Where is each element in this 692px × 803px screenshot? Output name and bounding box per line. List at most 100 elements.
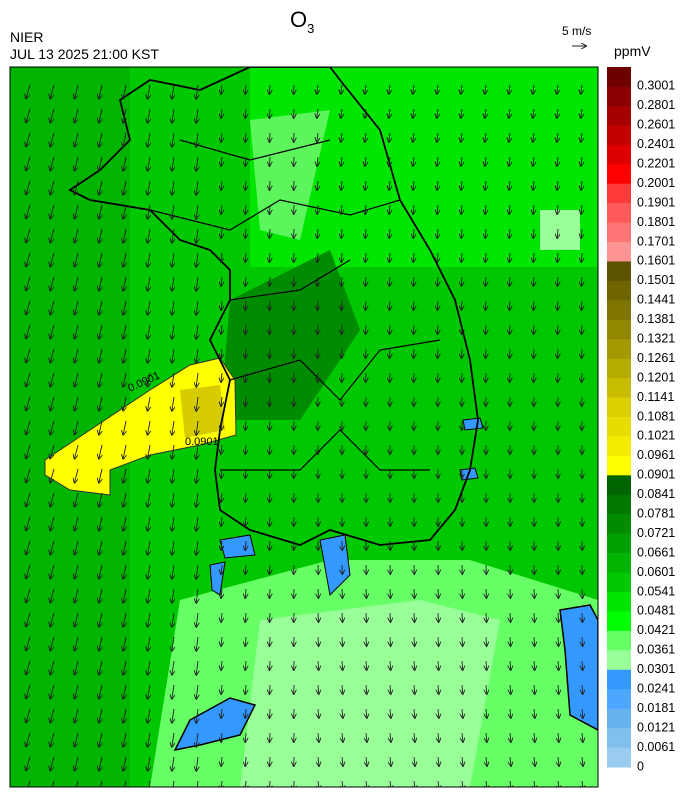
wind-arrow: [390, 637, 391, 646]
colorbar-swatch: [607, 281, 631, 301]
colorbar-swatch: [607, 689, 631, 709]
colorbar-label: 0.1441: [637, 293, 675, 307]
colorbar-label: 0.0961: [637, 448, 675, 462]
colorbar-swatch: [607, 398, 631, 418]
wind-arrow: [485, 301, 486, 310]
colorbar-swatch: [607, 573, 631, 593]
wind-arrow: [317, 301, 318, 310]
colorbar-label: 0.2001: [637, 176, 675, 190]
colorbar-label: 0.1081: [637, 409, 675, 423]
colorbar-swatch: [607, 359, 631, 379]
wind-arrow: [534, 637, 535, 646]
colorbar-swatch: [607, 242, 631, 262]
wind-arrow: [269, 709, 270, 718]
colorbar-label: 0.0241: [637, 682, 675, 696]
colorbar-swatch: [607, 203, 631, 223]
colorbar-swatch: [607, 475, 631, 495]
colorbar-swatch: [607, 125, 631, 145]
colorbar-swatch: [607, 534, 631, 554]
colorbar-swatch: [607, 611, 631, 631]
wind-arrow: [269, 181, 270, 190]
colorbar-label: 0.0481: [637, 604, 675, 618]
colorbar-label: 0.0781: [637, 507, 675, 521]
wind-arrow: [269, 685, 270, 694]
wind-arrow: [269, 541, 270, 550]
colorbar-swatch: [607, 223, 631, 243]
colorbar-swatch: [607, 495, 631, 515]
wind-arrow: [437, 301, 438, 310]
wind-arrow: [269, 637, 270, 646]
colorbar-swatch: [607, 436, 631, 456]
wind-arrow: [269, 157, 270, 166]
wind-arrow: [269, 613, 270, 622]
colorbar-label: 0.1901: [637, 195, 675, 209]
wind-arrow: [269, 469, 270, 478]
colorbar-label: 0.1141: [637, 390, 674, 404]
wind-arrow: [269, 661, 270, 670]
colorbar-swatch: [607, 339, 631, 359]
wind-arrow: [438, 637, 439, 646]
colorbar-swatch: [607, 650, 631, 670]
colorbar-swatch: [607, 145, 631, 165]
colorbar-label: 0.0661: [637, 545, 675, 559]
agency: NIER: [10, 29, 43, 45]
colorbar-label: 0.0361: [637, 643, 675, 657]
wind-arrow: [269, 301, 270, 310]
wind-arrow: [414, 637, 415, 646]
wind-arrow: [269, 325, 270, 334]
colorbar-label: 0.3001: [637, 79, 675, 93]
wind-arrow: [269, 253, 270, 262]
wind-arrow: [269, 517, 270, 526]
wind-arrow: [269, 205, 270, 214]
wind-arrow: [269, 781, 270, 790]
colorbar-label: 0: [637, 759, 644, 773]
wind-arrow: [461, 301, 462, 310]
colorbar-swatch: [607, 67, 631, 87]
title-main: O: [290, 7, 307, 32]
colorbar-swatch: [607, 261, 631, 281]
wind-arrow: [342, 637, 343, 646]
colorbar-swatch: [607, 709, 631, 729]
wind-arrow: [269, 445, 270, 454]
colorbar-swatch: [607, 748, 631, 768]
colorbar: 0.30010.28010.26010.24010.22010.20010.19…: [607, 67, 675, 773]
colorbar-swatch: [607, 670, 631, 690]
colorbar-swatch: [607, 106, 631, 126]
title: O3: [290, 7, 314, 36]
colorbar-label: 0.0541: [637, 584, 675, 598]
wind-arrow: [269, 757, 270, 766]
wind-arrow: [486, 637, 487, 646]
wind-arrow: [269, 397, 270, 406]
colorbar-label: 0.2201: [637, 157, 675, 171]
colorbar-swatch: [607, 456, 631, 476]
contour-label: 0.0901: [185, 436, 219, 448]
wind-arrow: [269, 229, 270, 238]
colorbar-swatch: [607, 553, 631, 573]
colorbar-label: 0.1381: [637, 312, 675, 326]
wind-arrow: [269, 373, 270, 382]
wind-arrow: [509, 301, 510, 310]
colorbar-label: 0.1701: [637, 234, 675, 248]
colorbar-swatch: [607, 378, 631, 398]
colorbar-label: 0.0601: [637, 565, 675, 579]
colorbar-label: 0.0301: [637, 662, 675, 676]
wind-arrow: [462, 637, 463, 646]
wind-arrow: [558, 637, 559, 646]
wind-arrow: [269, 133, 270, 142]
colorbar-label: 0.0721: [637, 526, 675, 540]
colorbar-swatch: [607, 164, 631, 184]
colorbar-label: 0.1261: [637, 351, 675, 365]
colorbar-swatch: [607, 300, 631, 320]
datetime: JUL 13 2025 21:00 KST: [10, 46, 159, 62]
wind-arrow: [269, 589, 270, 598]
wind-arrow: [269, 733, 270, 742]
map: 0.0901 0.0901: [10, 67, 598, 795]
colorbar-label: 0.2601: [637, 118, 675, 132]
colorbar-label: 0.0901: [637, 468, 675, 482]
wind-arrow: [581, 301, 582, 310]
wind-arrow: [413, 301, 414, 310]
colorbar-label: 0.0061: [637, 740, 675, 754]
colorbar-swatch: [607, 514, 631, 534]
wind-arrow: [269, 565, 270, 574]
